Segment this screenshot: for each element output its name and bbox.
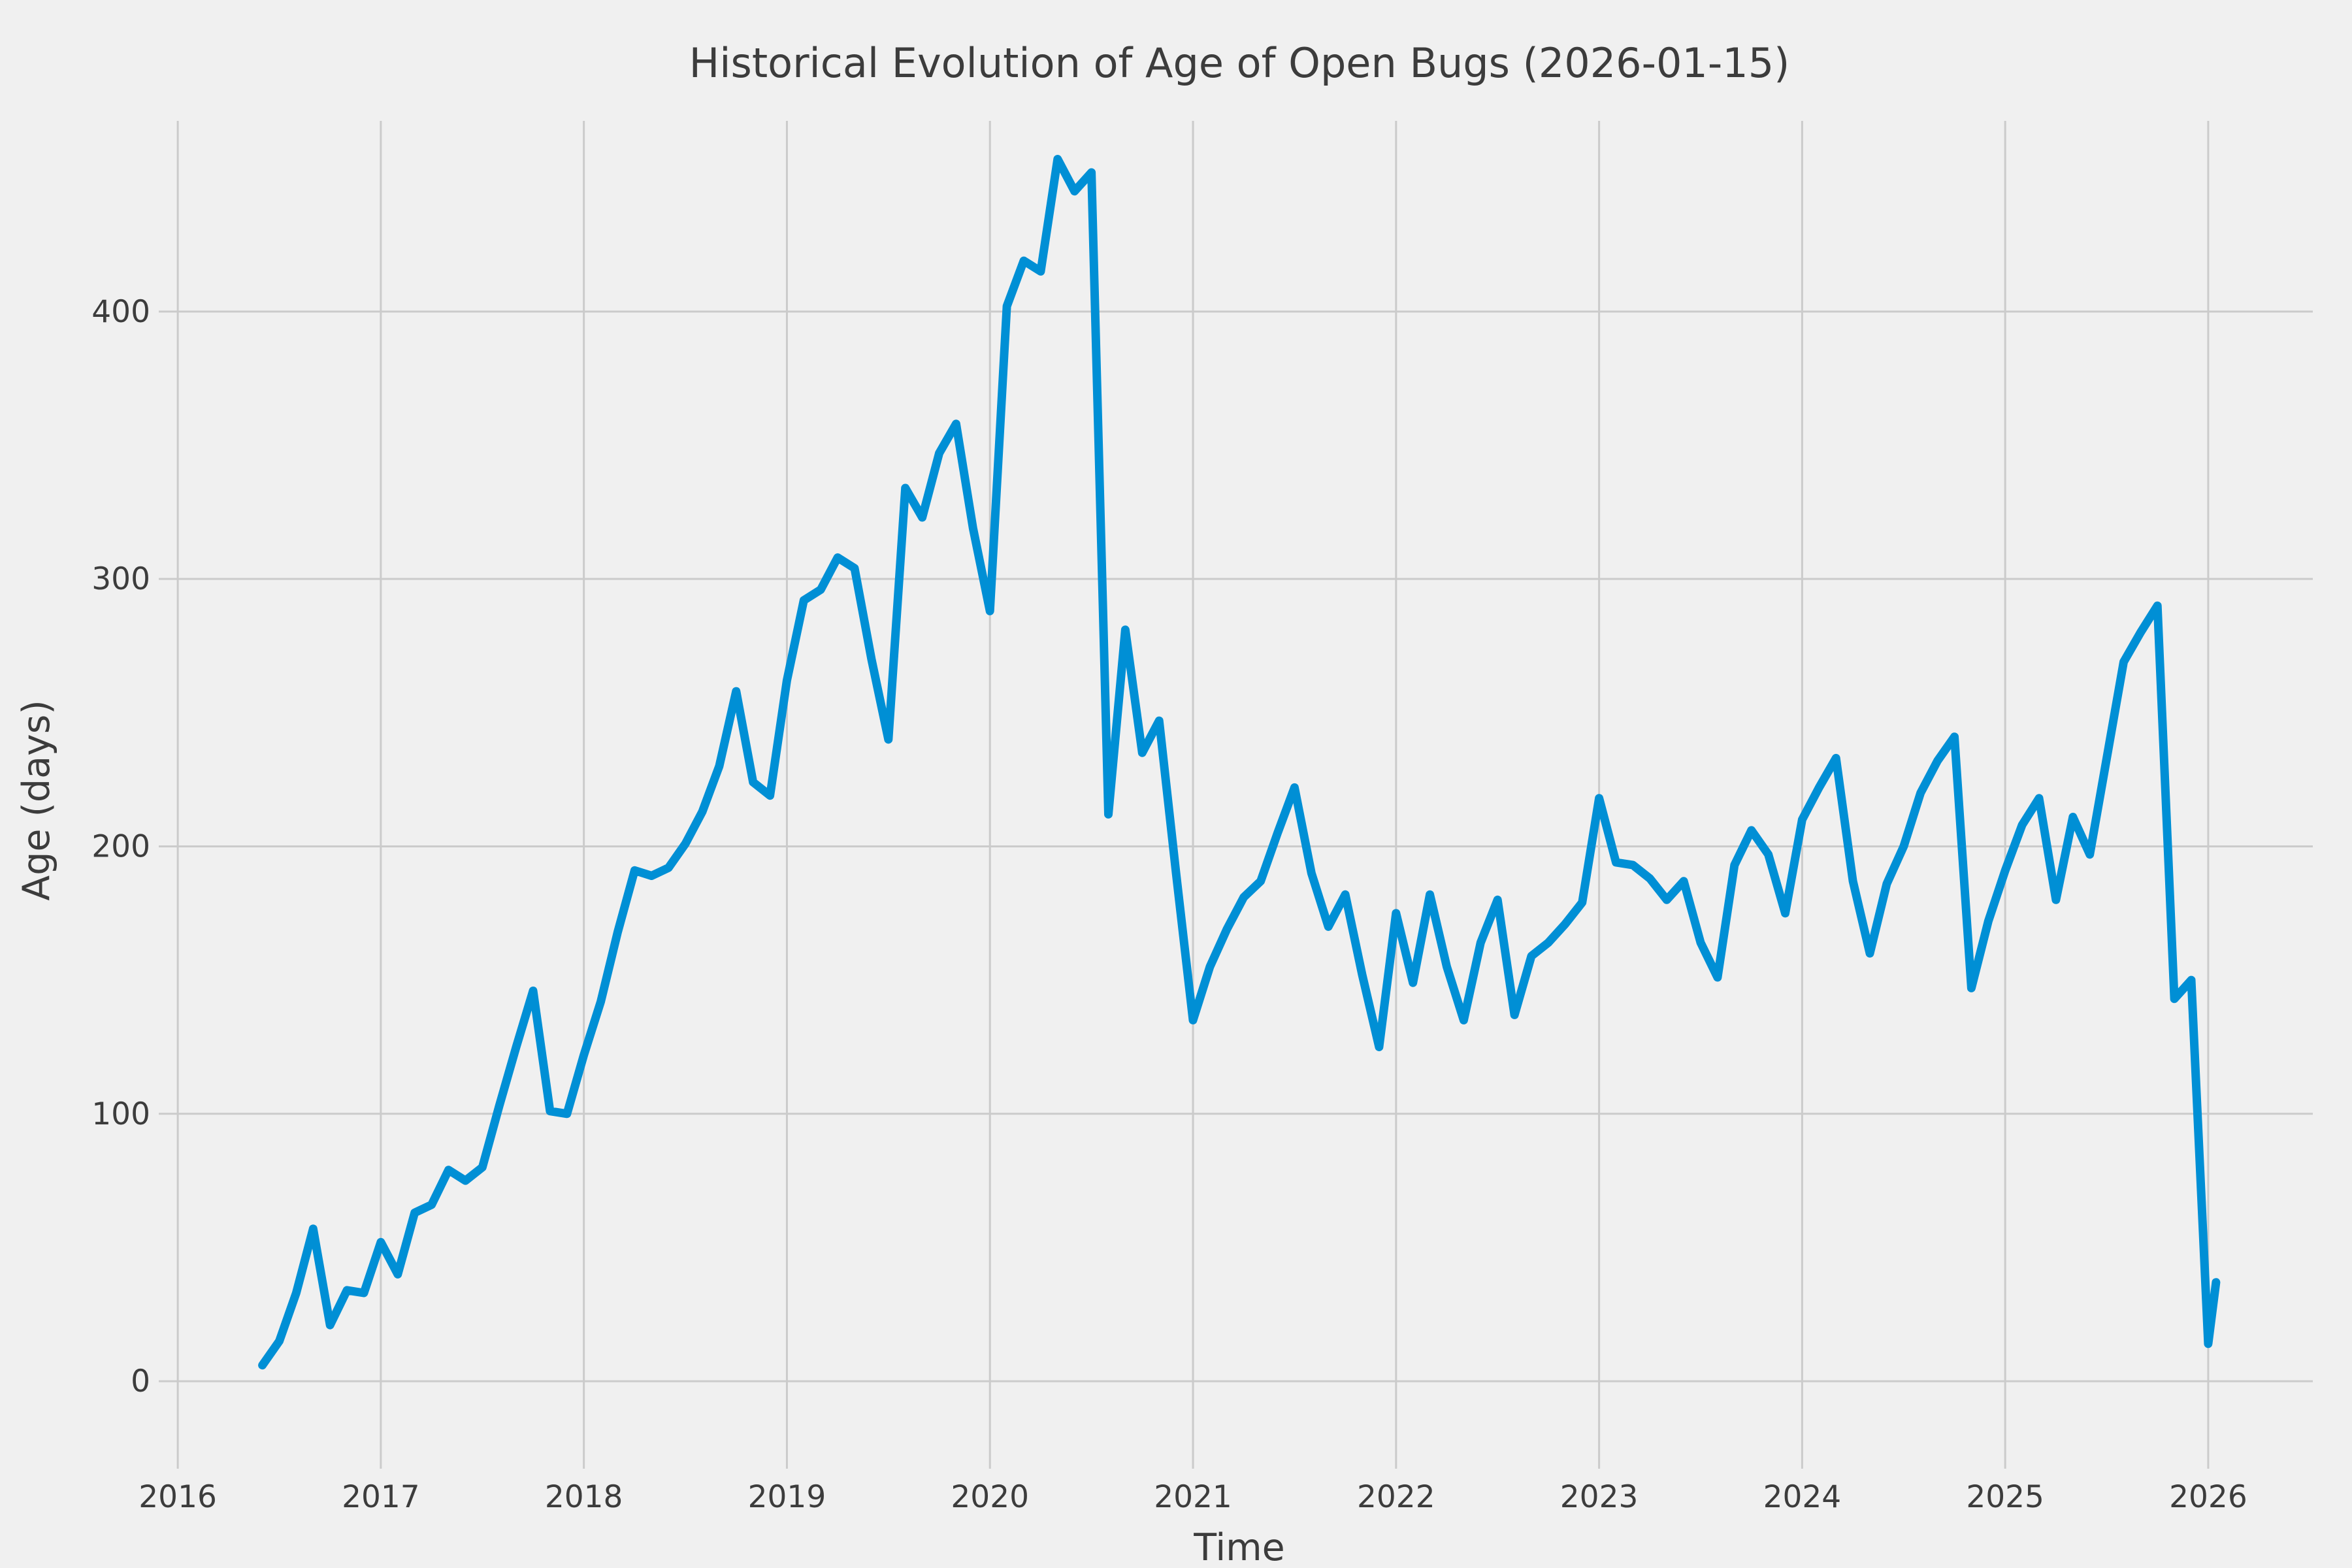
y-tick-label: 0 [131, 1364, 150, 1399]
x-tick-label: 2019 [748, 1479, 826, 1515]
y-tick-label: 400 [91, 294, 150, 330]
grid-layer [159, 121, 2313, 1469]
y-tick-label: 300 [91, 561, 150, 597]
x-axis-label: Time [1193, 1526, 1285, 1568]
x-tick-label: 2025 [1966, 1479, 2044, 1515]
x-tick-label: 2020 [951, 1479, 1029, 1515]
y-tick-label: 100 [91, 1096, 150, 1132]
x-tick-label: 2017 [342, 1479, 420, 1515]
x-tick-label: 2026 [2169, 1479, 2247, 1515]
x-tick-label: 2018 [545, 1479, 623, 1515]
chart-title: Historical Evolution of Age of Open Bugs… [689, 39, 1790, 87]
x-tick-label: 2022 [1357, 1479, 1435, 1515]
x-tick-label: 2023 [1560, 1479, 1639, 1515]
series-layer [258, 155, 2221, 1370]
x-tick-label: 2016 [139, 1479, 217, 1515]
x-tick-label: 2024 [1763, 1479, 1842, 1515]
tick-layer: 2016 2017 2018 2019 2020 2021 2022 2023 2024 2025… [91, 294, 2247, 1515]
y-axis-label: Age (days) [15, 700, 58, 900]
x-tick-label: 2021 [1154, 1479, 1232, 1515]
bugs-age-line [258, 155, 2221, 1370]
y-tick-label: 200 [91, 828, 150, 864]
